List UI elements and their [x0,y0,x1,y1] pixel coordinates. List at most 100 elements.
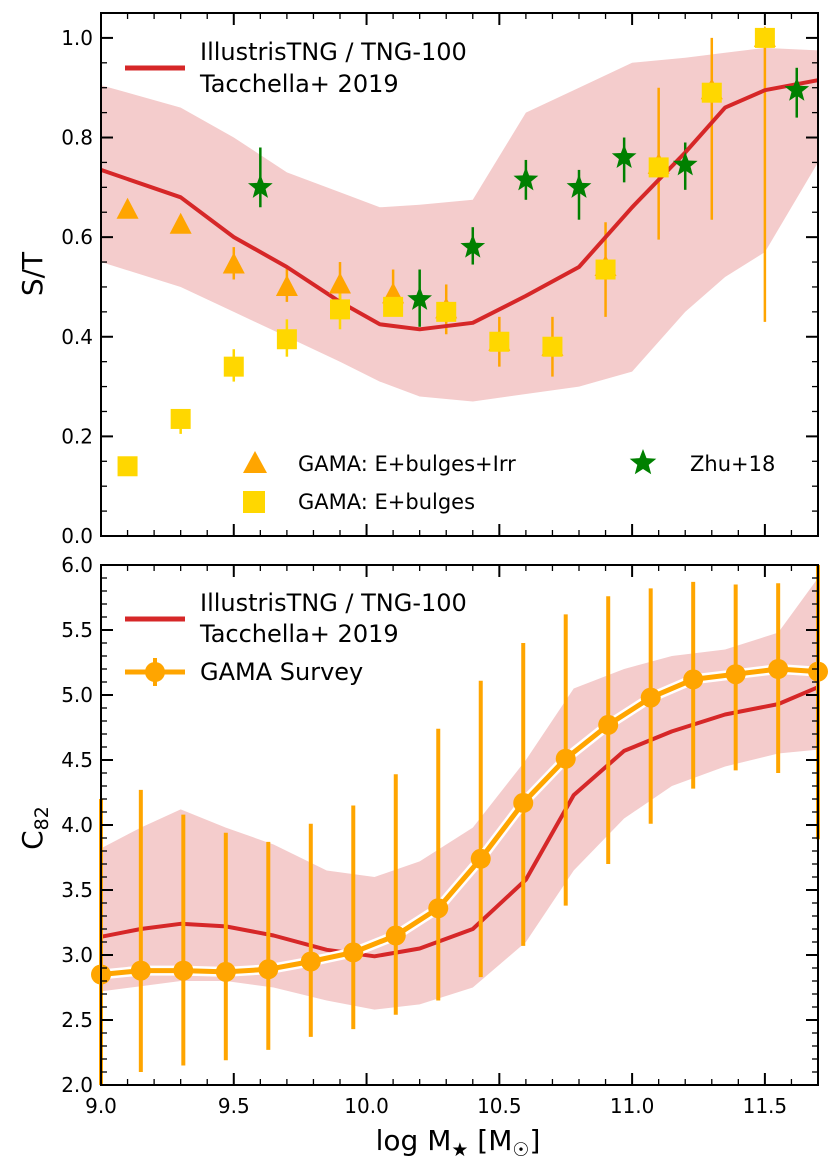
square-marker [330,299,350,320]
gama-marker [215,961,236,982]
top-ytick-label: 0.4 [61,325,93,349]
gama-marker [725,664,746,685]
legend-triangles-label: GAMA: E+bulges+Irr [298,452,516,476]
top-ytick-label: 0.0 [61,524,93,548]
bottom-tng-line [100,685,819,959]
square-marker [170,408,191,429]
top-tng-band-area [101,47,818,402]
bottom-ytick-label: 2.0 [61,1073,93,1097]
square-marker [223,356,244,377]
gama-marker [173,960,194,981]
square-marker [701,82,722,103]
bottom-panel: 9.0 9.5 10.0 10.5 11.0 11.5 2.0 2.5 3.0 3.5 4.0 4.5… [16,553,828,1161]
bottom-xtick-label: 9.5 [218,1094,250,1118]
bottom-ytick-label: 3.0 [61,943,93,967]
gama-marker [130,960,151,981]
bottom-tng-band [101,578,818,1010]
gama-marker [428,898,449,919]
bottom-ylabel-main: C [16,830,49,850]
triangle-marker [222,252,245,274]
legend-square-marker [243,491,265,513]
square-marker [117,456,138,477]
top-axes-frame [100,12,819,537]
bottom-legend-tng-line2: Tacchella+ 2019 [199,620,399,648]
triangle-marker [169,212,192,234]
bottom-ytick-label: 5.0 [61,683,93,707]
top-tng-band [101,47,818,402]
star-marker [460,234,486,258]
triangle-marker [275,274,298,296]
star-marker [248,174,273,198]
square-marker [542,336,563,357]
bottom-legend-gama-label: GAMA Survey [200,658,363,686]
bottom-tng-band-area [101,578,818,1010]
top-tng-line [100,78,819,332]
top-tng-line-group [100,78,819,332]
bottom-error-bars [99,565,820,1085]
xlabel-unit-close: ] [529,1124,540,1157]
xlabel-unit-open: [M [468,1124,512,1157]
star-marker [611,144,637,168]
bottom-legend-gama-swatch-marker [145,662,165,682]
top-ticks: 0.0 0.2 0.4 0.6 0.8 1.0 [61,13,819,548]
gama-marker [768,659,789,679]
square-marker [754,27,775,48]
gama-marker [300,951,321,972]
square-marker [595,259,616,280]
star-marker [513,166,539,191]
legend-triangle-marker [243,451,267,473]
bottom-xtick-label: 11.0 [610,1094,655,1118]
bottom-xtick-label: 11.5 [743,1094,788,1118]
star-marker [784,77,810,101]
gama-marker [555,748,576,769]
top-ytick-label: 0.2 [61,424,93,448]
bottom-ytick-label: 2.5 [61,1008,93,1032]
xlabel-sub: ★ [451,1139,468,1161]
triangle-marker [329,272,351,294]
star-marker [407,286,432,310]
gama-marker [343,942,364,963]
xlabel-main: log M [376,1124,452,1157]
top-ytick-label: 0.6 [61,225,93,249]
top-markers [116,25,810,477]
top-ytick-label: 0.8 [61,126,93,150]
bottom-ytick-label: 4.0 [61,813,93,837]
top-panel: 0.0 0.2 0.4 0.6 0.8 1.0 S/T IllustrisTNG / TN… [16,12,819,548]
legend-star-marker [629,449,657,475]
bottom-ytick-label: 6.0 [61,553,93,577]
bottom-gama-line-group [91,659,828,985]
gama-marker [470,848,491,869]
bottom-legend-tng-line1: IllustrisTNG / TNG-100 [200,589,467,617]
legend-squares-label: GAMA: E+bulges [298,490,475,514]
bottom-xtick-label: 9.0 [85,1094,117,1118]
bottom-ytick-label: 4.5 [61,748,93,772]
gama-marker [640,687,661,708]
legend-star-shape [629,449,657,475]
bottom-ytick-label: 3.5 [61,878,93,902]
bottom-tng-line-group [100,685,819,959]
bottom-ylabel-sub: 82 [31,806,53,830]
square-marker [648,157,669,178]
bottom-xtick-label: 10.5 [477,1094,522,1118]
xlabel-unit-sub: ☉ [512,1139,529,1161]
bottom-ylabel: C82 [16,806,53,850]
bottom-ticks: 9.0 9.5 10.0 10.5 11.0 11.5 2.0 2.5 3.0 3.5 4.0 4.5… [61,553,819,1118]
top-ytick-label: 1.0 [61,26,93,50]
top-legend-tng-line2: Tacchella+ 2019 [199,70,399,98]
top-ylabel: S/T [16,251,49,296]
gama-marker [385,925,406,946]
bottom-xlabel: log M★ [M☉] [376,1124,541,1161]
bottom-xtick-label: 10.0 [344,1094,389,1118]
top-legend-tng-line1: IllustrisTNG / TNG-100 [200,38,467,66]
bottom-ytick-label: 5.5 [61,618,93,642]
square-marker [489,331,510,352]
triangle-marker [116,197,139,219]
star-marker [566,174,592,198]
gama-marker [683,669,704,690]
square-marker [383,296,404,317]
legend-stars-label: Zhu+18 [690,452,775,476]
star-marker [672,151,698,176]
gama-marker [513,792,534,813]
square-marker [436,301,457,322]
